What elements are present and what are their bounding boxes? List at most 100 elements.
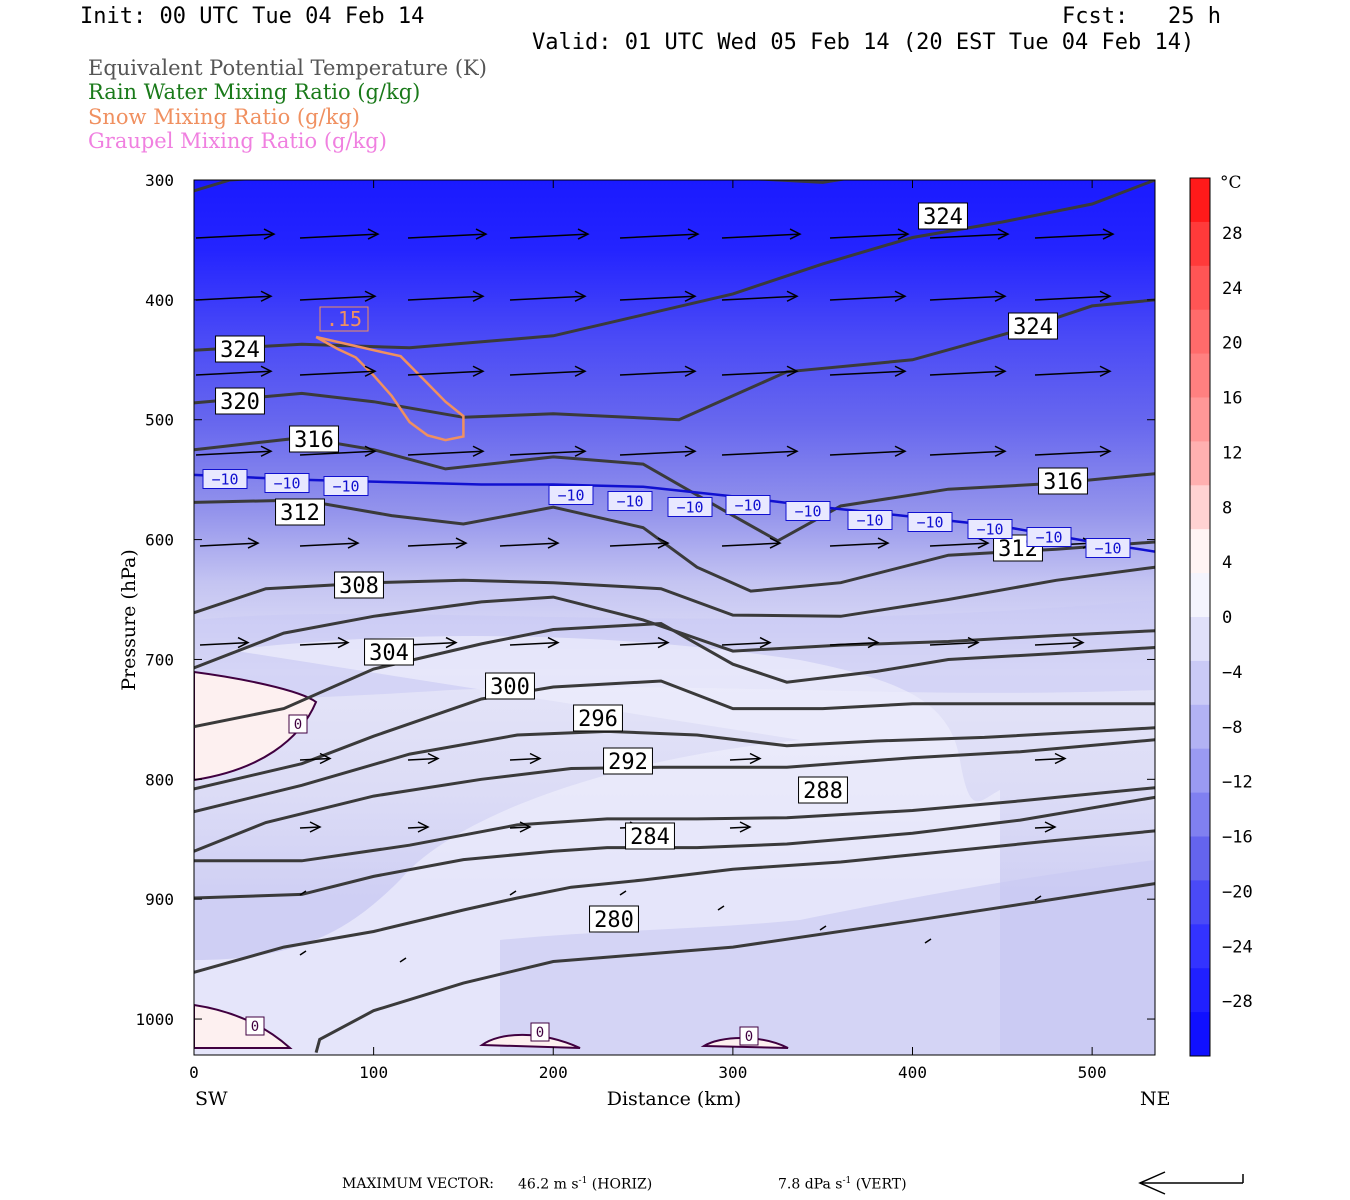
wind-vector xyxy=(195,365,273,377)
zero-isotherm-label: 0 xyxy=(245,1016,265,1036)
wind-vector xyxy=(717,905,725,911)
y-tick-label: 600 xyxy=(145,531,174,550)
wind-vector xyxy=(407,228,488,240)
colorbar-tick-label: −20 xyxy=(1222,882,1253,902)
theta-e-label: 280 xyxy=(589,905,639,933)
x-tick-label: 300 xyxy=(718,1063,747,1082)
wind-vector xyxy=(619,890,627,896)
svg-text:292: 292 xyxy=(608,750,648,775)
wind-vector xyxy=(1034,752,1067,765)
wind-vector xyxy=(407,365,485,377)
max-vector-vert: 7.8 dPa s-1 (VERT) xyxy=(778,1176,907,1193)
theta-e-contour-304 xyxy=(194,595,1155,670)
colorbar-segment xyxy=(1190,485,1210,530)
colorbar-tick-label: −4 xyxy=(1222,663,1242,683)
legend-rain-water: Rain Water Mixing Ratio (g/kg) xyxy=(88,80,421,104)
wind-vector xyxy=(407,752,440,765)
theta-e-label: 308 xyxy=(334,571,384,599)
svg-text:−10: −10 xyxy=(616,492,643,510)
colorbar-tick-label: 4 xyxy=(1222,553,1232,573)
wind-vector xyxy=(299,636,350,649)
wind-vector xyxy=(729,821,752,833)
isotherm-minus10 xyxy=(194,473,1155,553)
max-vector-horiz: 46.2 m s-1 (HORIZ) xyxy=(518,1176,653,1193)
x-tick-label: 500 xyxy=(1078,1063,1107,1082)
wind-vector xyxy=(829,636,880,649)
wind-vector xyxy=(929,365,1007,377)
theta-e-label: 300 xyxy=(485,672,535,700)
colorbar-tick-label: 8 xyxy=(1222,498,1232,518)
wind-vector xyxy=(619,636,670,649)
wind-vector xyxy=(1034,365,1112,377)
x-axis-label: Distance (km) xyxy=(607,1088,742,1110)
wind-vector xyxy=(929,445,1007,457)
svg-text:316: 316 xyxy=(294,428,334,453)
x-tick-label: 400 xyxy=(898,1063,927,1082)
svg-text:−10: −10 xyxy=(676,498,703,516)
svg-text:−10: −10 xyxy=(976,520,1003,538)
wind-vector xyxy=(499,537,560,549)
wind-vector xyxy=(721,290,799,302)
wind-vector xyxy=(721,636,772,649)
theta-e-label: 324 xyxy=(215,335,265,363)
colorbar-tick-label: −8 xyxy=(1222,718,1242,738)
isotherm-label: −10 xyxy=(847,510,893,530)
zero-isotherm-label: 0 xyxy=(288,714,308,734)
max-vector-label: MAXIMUM VECTOR: xyxy=(342,1176,494,1192)
snow-contour xyxy=(315,335,465,442)
isotherm-label: −10 xyxy=(202,469,248,489)
colorbar-tick-label: −24 xyxy=(1222,937,1253,957)
wind-vector xyxy=(619,290,697,302)
wind-vector xyxy=(829,445,907,457)
isotherm-label: −10 xyxy=(907,512,953,532)
colorbar-tick-label: −12 xyxy=(1222,773,1253,793)
init-time: Init: 00 UTC Tue 04 Feb 14 xyxy=(80,4,425,29)
wind-vector xyxy=(509,290,587,302)
isotherm-label: −10 xyxy=(264,473,310,493)
wind-vector xyxy=(299,290,377,302)
wind-vector xyxy=(721,365,799,377)
theta-e-label: 324 xyxy=(918,202,968,230)
colorbar: 28 24 20 16 12 8 4 0 −4 −8 −12 −16 −20 −24 −28 xyxy=(1189,177,1253,1057)
colorbar-segment xyxy=(1190,397,1210,442)
y-tick-label: 700 xyxy=(145,650,174,669)
svg-text:0: 0 xyxy=(294,717,302,733)
wind-vector xyxy=(407,821,430,833)
theta-e-label: 288 xyxy=(798,776,848,804)
wind-vector xyxy=(721,537,782,549)
isotherm-label: −10 xyxy=(548,485,594,505)
isotherm-label: −10 xyxy=(967,519,1013,539)
wind-vector xyxy=(924,938,932,944)
colorbar-tick-label: 20 xyxy=(1222,334,1242,354)
svg-text:304: 304 xyxy=(369,641,409,666)
x-end-label-ne: NE xyxy=(1140,1088,1171,1110)
zero-isotherm-label: 0 xyxy=(530,1022,550,1042)
wind-vector xyxy=(299,890,307,896)
colorbar-segment xyxy=(1190,836,1210,881)
isotherm-label: −10 xyxy=(323,476,369,496)
colorbar-segment xyxy=(1190,792,1210,837)
colorbar-segment xyxy=(1190,1012,1210,1057)
wind-vector xyxy=(729,752,762,765)
svg-text:−10: −10 xyxy=(916,513,943,531)
wind-vector xyxy=(609,537,670,549)
wind-vector xyxy=(407,290,485,302)
wind-vector xyxy=(299,752,332,765)
x-tick-label: 100 xyxy=(359,1063,388,1082)
svg-text:−10: −10 xyxy=(211,470,238,488)
svg-text:316: 316 xyxy=(1043,470,1083,495)
wind-vector xyxy=(299,950,307,956)
wind-vector xyxy=(509,752,542,765)
y-tick-label: 1000 xyxy=(135,1010,174,1029)
wind-vector xyxy=(929,636,980,649)
colorbar-segment xyxy=(1190,880,1210,925)
theta-e-contour-296 xyxy=(194,679,1155,791)
wind-vector xyxy=(829,228,910,240)
isotherm-label: −10 xyxy=(1085,538,1131,558)
colorbar-tick-label: 0 xyxy=(1222,608,1232,628)
colorbar-tick-label: 12 xyxy=(1222,443,1242,463)
x-end-label-sw: SW xyxy=(195,1088,228,1110)
forecast-hour: Fcst: 25 h xyxy=(1062,4,1221,29)
wind-vector xyxy=(509,890,517,896)
wind-vector xyxy=(399,957,407,963)
